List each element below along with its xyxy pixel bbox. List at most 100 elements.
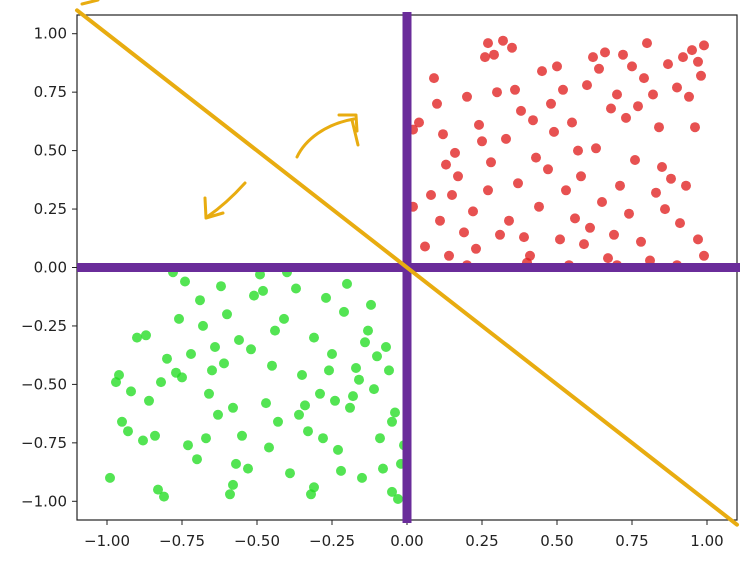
data-point bbox=[690, 122, 700, 133]
data-point bbox=[663, 59, 673, 70]
data-point bbox=[222, 309, 232, 320]
handwritten-corner-mark bbox=[80, 0, 100, 6]
y-tick-label: 0.00 bbox=[34, 259, 67, 277]
data-point bbox=[609, 229, 619, 240]
data-point bbox=[693, 234, 703, 245]
data-point bbox=[543, 164, 553, 175]
data-point bbox=[390, 407, 400, 418]
data-point bbox=[531, 152, 541, 163]
data-point bbox=[678, 52, 688, 63]
data-point bbox=[579, 239, 589, 250]
data-point bbox=[510, 84, 520, 95]
data-point bbox=[435, 215, 445, 226]
data-point bbox=[105, 472, 115, 483]
data-point bbox=[489, 49, 499, 60]
data-point bbox=[546, 98, 556, 109]
y-tick-label: 1.00 bbox=[34, 25, 67, 43]
data-point bbox=[357, 472, 367, 483]
data-point bbox=[429, 73, 439, 84]
x-tick-label: −0.25 bbox=[309, 532, 355, 550]
data-point bbox=[636, 236, 646, 247]
data-point bbox=[234, 335, 244, 345]
data-point bbox=[372, 351, 382, 362]
data-point bbox=[267, 360, 277, 371]
data-point bbox=[318, 433, 328, 444]
data-point bbox=[210, 342, 220, 352]
data-point bbox=[369, 384, 379, 395]
data-point bbox=[231, 458, 241, 469]
data-point bbox=[171, 367, 181, 378]
data-point bbox=[621, 112, 631, 123]
data-point bbox=[558, 84, 568, 95]
x-tick-label: 1.00 bbox=[690, 532, 723, 550]
data-point bbox=[588, 52, 598, 63]
data-point bbox=[237, 430, 247, 441]
data-point bbox=[387, 486, 397, 497]
data-point bbox=[162, 353, 172, 364]
data-point bbox=[498, 35, 508, 46]
handwritten-annotations bbox=[80, 0, 360, 220]
data-point bbox=[642, 38, 652, 49]
data-point bbox=[462, 91, 472, 102]
data-point bbox=[585, 222, 595, 233]
data-point bbox=[393, 494, 403, 504]
data-point bbox=[597, 197, 607, 207]
data-point bbox=[321, 292, 331, 303]
axis-ticks-layer: −1.00 −0.75 −0.50 −0.25 0.00 0.25 0.50 0.75 1.00… bbox=[21, 25, 724, 550]
data-point bbox=[519, 232, 529, 243]
data-point bbox=[675, 218, 685, 229]
data-point bbox=[183, 440, 193, 451]
data-point bbox=[138, 435, 148, 446]
data-point bbox=[258, 285, 268, 296]
data-point bbox=[438, 129, 448, 140]
data-point bbox=[144, 395, 154, 406]
data-point bbox=[639, 73, 649, 84]
data-point bbox=[459, 227, 469, 238]
data-point bbox=[249, 290, 259, 301]
data-point bbox=[156, 377, 166, 388]
data-point bbox=[696, 70, 706, 81]
data-point bbox=[603, 253, 613, 264]
data-point bbox=[207, 365, 217, 376]
data-point bbox=[195, 295, 205, 306]
data-point bbox=[483, 185, 493, 196]
data-point bbox=[180, 276, 190, 287]
data-point bbox=[366, 299, 376, 310]
data-point bbox=[651, 187, 661, 198]
data-point bbox=[672, 82, 682, 93]
data-point bbox=[441, 159, 451, 170]
y-tick-label: −0.50 bbox=[21, 375, 67, 393]
handwritten-arrow-down-left bbox=[203, 181, 247, 220]
data-point bbox=[555, 234, 565, 245]
data-point bbox=[150, 430, 160, 441]
data-point bbox=[483, 38, 493, 49]
data-point bbox=[492, 87, 502, 98]
data-point bbox=[612, 89, 622, 100]
y-tick-label: −0.25 bbox=[21, 317, 67, 335]
data-point bbox=[633, 101, 643, 112]
data-point bbox=[486, 157, 496, 168]
data-point bbox=[450, 147, 460, 158]
data-point bbox=[309, 332, 319, 343]
data-point bbox=[387, 416, 397, 427]
data-point bbox=[570, 213, 580, 224]
data-point bbox=[228, 479, 238, 490]
data-point bbox=[606, 103, 616, 114]
data-point bbox=[186, 349, 196, 359]
data-point bbox=[219, 358, 229, 369]
data-point bbox=[699, 250, 709, 261]
data-point bbox=[375, 433, 385, 444]
data-point bbox=[567, 117, 577, 128]
data-point bbox=[225, 489, 235, 500]
data-point bbox=[201, 433, 211, 444]
data-points-layer bbox=[105, 35, 709, 504]
data-point bbox=[117, 416, 127, 427]
data-point bbox=[228, 402, 238, 413]
data-point bbox=[111, 377, 121, 388]
data-point bbox=[414, 117, 424, 128]
x-tick-label: 0.50 bbox=[540, 532, 573, 550]
handwritten-arrow-up-right bbox=[295, 113, 360, 159]
data-point bbox=[447, 190, 457, 200]
data-point bbox=[432, 98, 442, 109]
data-point bbox=[273, 416, 283, 427]
